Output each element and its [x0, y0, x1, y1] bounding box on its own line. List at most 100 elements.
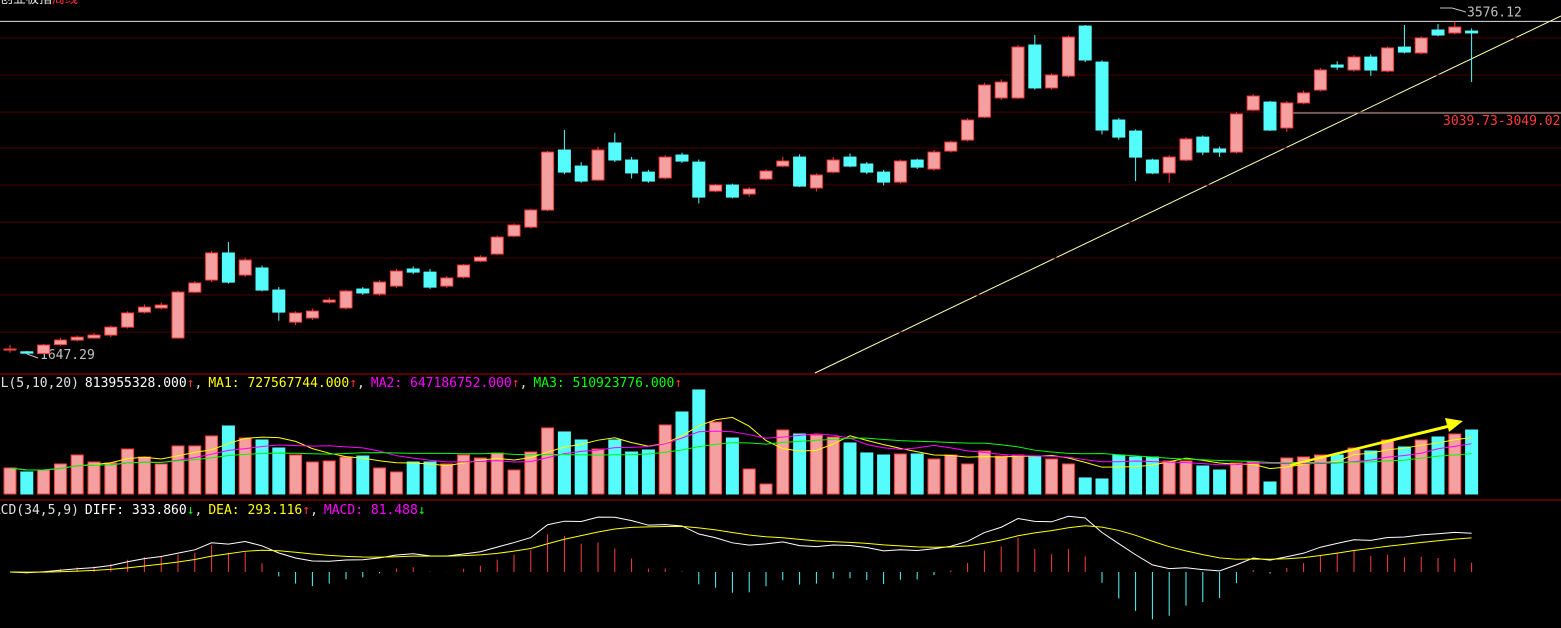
candle-body — [1129, 130, 1143, 158]
volume-bar — [793, 433, 807, 495]
candle-body — [473, 256, 487, 262]
pointer — [1451, 7, 1467, 13]
candle-body — [356, 288, 370, 294]
volume-bar — [709, 421, 723, 495]
candle-body — [137, 306, 151, 313]
candle-body — [238, 259, 252, 276]
candle-body — [641, 171, 655, 182]
legend-value: MACD: 81.488 — [324, 503, 418, 518]
candle-body — [574, 165, 588, 182]
volume-bar — [759, 483, 773, 495]
candle-body — [1095, 61, 1109, 131]
volume-bar — [473, 457, 487, 495]
candle-body — [977, 84, 991, 118]
legend-value: MA3: 510923776.000 — [533, 376, 674, 391]
volume-bar — [826, 436, 840, 495]
candle-body — [860, 163, 874, 173]
volume-bar — [541, 427, 555, 495]
legend-trend: ↑ — [187, 376, 195, 391]
volume-bar — [944, 454, 958, 495]
volume-bar — [1112, 454, 1126, 495]
candle-body — [1313, 69, 1327, 91]
legend-trend: ↑ — [674, 376, 682, 391]
volume-bar — [255, 439, 269, 495]
pointer — [26, 353, 39, 359]
candle-body — [961, 119, 975, 141]
arrow — [1290, 418, 1463, 466]
volume-bar — [893, 453, 907, 495]
candle-body — [440, 277, 454, 287]
candle-body — [255, 267, 269, 291]
range-label: 3039.73-3049.02 — [1443, 114, 1560, 129]
volume-bar — [927, 458, 941, 495]
volume-bar — [289, 454, 303, 495]
legend-separator: , — [357, 376, 365, 391]
candle-body — [507, 224, 521, 237]
candle-body — [675, 154, 689, 162]
volume-bar — [37, 469, 51, 495]
candle-body — [406, 268, 420, 273]
volume-bar — [1061, 463, 1075, 495]
ma-line — [9, 430, 1472, 471]
legend-value: DEA: 293.116 — [208, 503, 302, 518]
candle-body — [658, 156, 672, 179]
candle-body — [541, 151, 555, 211]
legend-separator: , — [310, 503, 318, 518]
diff-line — [9, 515, 1472, 574]
dea-line — [9, 525, 1472, 573]
candle-body — [709, 184, 723, 192]
candle-body — [1078, 25, 1092, 61]
volume-bar — [557, 431, 571, 495]
candle-body — [1045, 74, 1059, 89]
volume-bar — [373, 467, 387, 495]
candle-body — [1381, 47, 1395, 72]
legend-separator: , — [520, 376, 528, 391]
volume-bar — [1011, 454, 1025, 495]
volume-bar — [305, 461, 319, 495]
candle-body — [121, 312, 135, 328]
volume-bar — [238, 437, 252, 495]
candle-body — [339, 290, 353, 309]
candle-body — [1364, 56, 1378, 71]
candle-body — [1213, 148, 1227, 153]
candle-body — [725, 184, 739, 198]
ma-line — [9, 416, 1472, 471]
candle-body — [1229, 113, 1243, 153]
candle-body — [793, 156, 807, 187]
title: 创业板指周线 — [0, 0, 78, 7]
volume-bar — [692, 389, 706, 495]
volume-bar — [3, 467, 17, 495]
candle-body — [1297, 92, 1311, 104]
volume-bar — [1129, 456, 1143, 495]
candle-body — [809, 174, 823, 189]
candle-body — [1112, 119, 1126, 138]
candle-body — [1011, 46, 1025, 99]
volume-bar — [910, 453, 924, 495]
candle-body — [272, 289, 286, 313]
candle-body — [1448, 26, 1462, 34]
volume-bar — [809, 434, 823, 495]
volume-bar — [658, 424, 672, 495]
candle-body — [1280, 102, 1294, 129]
candle-body — [221, 252, 235, 283]
candle-body — [70, 336, 84, 341]
volume-bar — [171, 445, 185, 495]
candle-body — [53, 339, 67, 346]
candle-body — [843, 156, 857, 167]
volume-bar — [121, 448, 135, 495]
candle-body — [1196, 136, 1210, 153]
candle-body — [893, 160, 907, 183]
candle-body — [205, 252, 219, 281]
candle-body — [826, 159, 840, 173]
volume-bar — [154, 463, 168, 495]
candle-body — [3, 348, 17, 351]
candle-body — [524, 209, 538, 228]
volume-bar — [339, 456, 353, 495]
legend-trend: ↑ — [512, 376, 520, 391]
volume-bar — [440, 463, 454, 495]
candle-body — [457, 264, 471, 278]
candle-body — [1162, 156, 1176, 174]
volume-bar — [725, 437, 739, 495]
